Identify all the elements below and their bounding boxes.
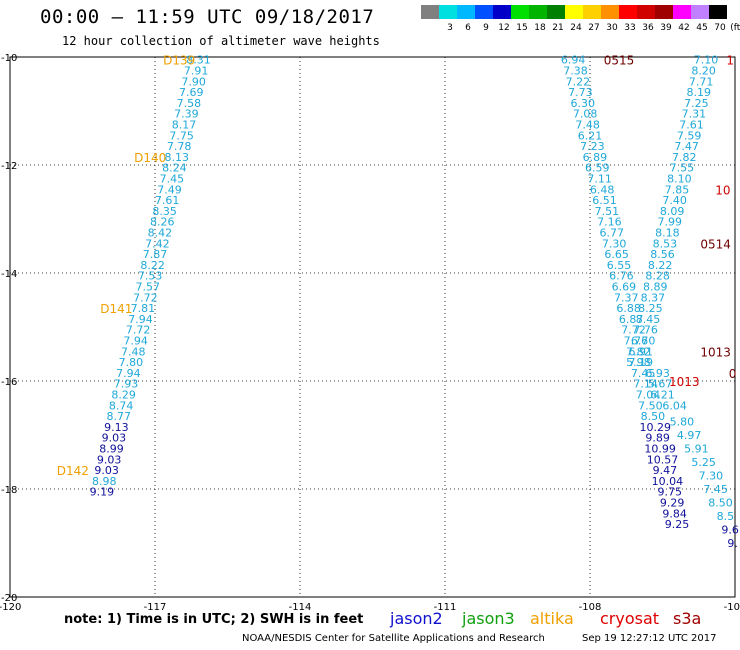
generated-timestamp: Sep 19 12:27:12 UTC 2017 (582, 633, 716, 644)
lon-tick-label: -108 (579, 602, 602, 613)
wave-height-value: 5.80 (670, 416, 695, 429)
track-label: 10 (715, 183, 730, 197)
track-label: 0514 (700, 237, 731, 251)
track-label: 1 (726, 54, 734, 68)
legend-s3a: s3a (673, 609, 701, 628)
wave-height-value: 6.04 (662, 399, 687, 412)
lat-tick-label: -12 (1, 161, 17, 172)
track-label: D141 (100, 302, 132, 316)
wave-height-value: 7.30 (699, 470, 724, 483)
track-label: D142 (57, 464, 89, 478)
track-label: 0515 (604, 54, 635, 68)
lat-tick-label: -18 (1, 485, 17, 496)
lat-tick-label: -20 (1, 593, 17, 604)
wave-height-value: 9.25 (665, 518, 690, 531)
wave-height-value: 7.45 (703, 483, 728, 496)
wave-height-value: 8.50 (708, 497, 733, 510)
track-label: D139 (163, 54, 195, 68)
track-label: 0 (729, 367, 737, 381)
lat-tick-label: -16 (1, 377, 17, 388)
wave-height-value: 4.97 (677, 429, 702, 442)
track-label: 1013 (700, 345, 731, 359)
legend-altika: altika (530, 609, 574, 628)
legend-jason3: jason3 (462, 609, 515, 628)
lat-tick-label: -10 (1, 53, 17, 64)
wave-height-value: 5.91 (684, 443, 709, 456)
legend-jason2: jason2 (390, 609, 443, 628)
credit-line: NOAA/NESDIS Center for Satellite Applica… (242, 633, 545, 644)
footer-note: note: 1) Time is in UTC; 2) SWH is in fe… (64, 612, 363, 627)
track-label: 1013 (669, 375, 700, 389)
wave-height-value: 9.19 (90, 486, 115, 499)
lat-tick-label: -14 (1, 269, 17, 280)
wave-height-value: 8.5 (717, 510, 735, 523)
wave-height-value: 9. (727, 537, 738, 550)
track-label: D140 (134, 151, 166, 165)
legend-cryosat: cryosat (600, 609, 659, 628)
lon-tick-label: -105 (724, 602, 740, 613)
wave-height-value: 5.25 (691, 456, 716, 469)
wave-height-value: 9.6 (721, 524, 739, 537)
